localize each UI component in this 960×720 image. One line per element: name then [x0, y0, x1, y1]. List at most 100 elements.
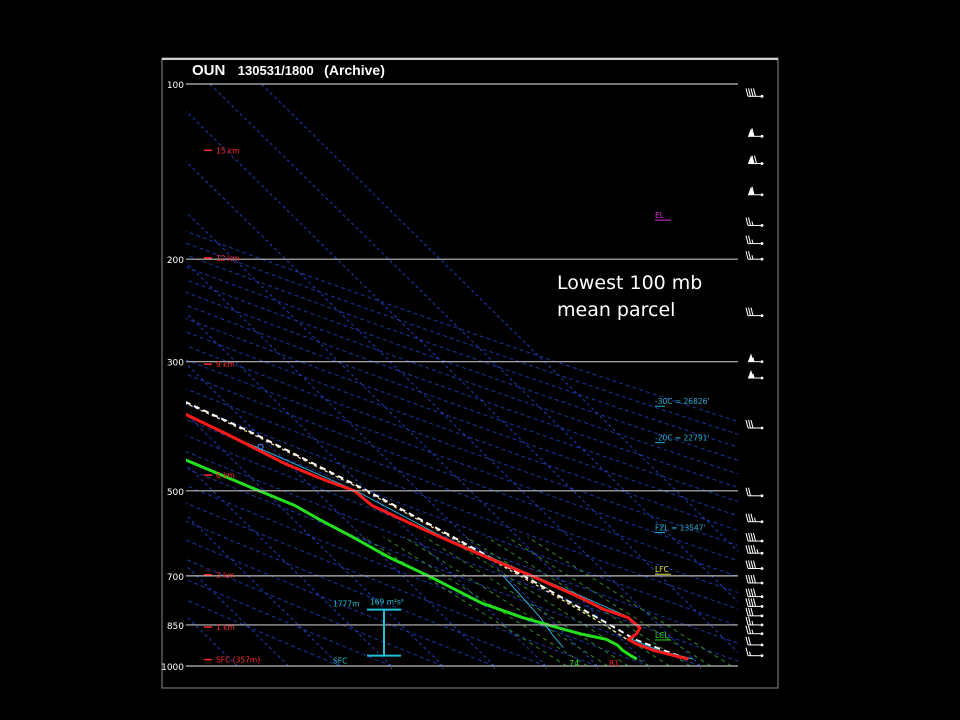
wind-barb [748, 186, 764, 197]
wind-barb-dot [760, 595, 764, 599]
wind-barb-full [745, 419, 749, 429]
wind-barb-dot [760, 360, 764, 364]
isotherm-line [186, 160, 701, 666]
wind-barb-flag [748, 186, 754, 195]
wind-barb-full [750, 560, 754, 569]
dry-adiabat [186, 279, 738, 475]
wind-barb-dot [760, 193, 764, 197]
height-mark-label: 3 km [216, 571, 235, 580]
wind-barb-dot [760, 494, 764, 498]
wind-barb-full [745, 307, 749, 316]
station-id: OUN [192, 62, 226, 79]
wind-barb-full [745, 560, 749, 569]
wind-barb-full [748, 532, 751, 542]
wind-barb [745, 251, 764, 261]
wind-barb-full [748, 616, 751, 626]
wind-barb [745, 607, 764, 618]
height-mark-label: SFC (357m) [216, 656, 260, 665]
isotherm-line [186, 211, 650, 666]
wind-barb-half [751, 221, 754, 226]
wind-barb-dot [760, 539, 764, 543]
wind-barb-dot [760, 581, 764, 585]
isotherm-line [0, 84, 186, 666]
wind-barb-dot [760, 376, 764, 380]
isotherm-line [0, 84, 31, 666]
wind-barb-dot [760, 162, 764, 165]
pressure-tick-label: 200 [167, 256, 184, 266]
wind-barb-full [750, 588, 754, 597]
wind-barb-full [753, 574, 756, 584]
wind-barb-dot [760, 134, 764, 138]
wind-barb-flag [748, 155, 754, 164]
wind-barb-full [748, 560, 751, 569]
lfc-marker [257, 443, 264, 450]
level-label-lcl: LCL [655, 631, 669, 640]
pressure-tick-label: 1000 [161, 663, 184, 673]
wind-barb-full [753, 588, 756, 597]
wind-barb-half [752, 373, 755, 379]
height-mark-label: 9 km [216, 360, 235, 369]
wind-barb [745, 560, 764, 570]
wind-barb [745, 88, 764, 98]
wind-barb-half [751, 255, 754, 260]
isotherm-line [186, 564, 289, 666]
wind-barb-half [751, 239, 754, 244]
mixing-ratio-line [527, 536, 732, 666]
wind-barb-full [748, 588, 751, 597]
wind-barb-full [748, 598, 751, 607]
wind-barb-full [750, 88, 754, 97]
chart-frame [161, 57, 779, 689]
wind-barb-dot [760, 654, 764, 658]
isotherm-line [0, 84, 134, 666]
wind-barb-dot [760, 314, 764, 318]
wind-barb-full [750, 598, 754, 607]
surface-dewpoint-label: 74 [569, 659, 579, 668]
dry-adiabat [186, 373, 738, 577]
wind-barb-full [750, 574, 754, 584]
wind-barb-flag [748, 369, 754, 378]
wind-barb-full [748, 419, 751, 429]
wind-barb-full [753, 598, 756, 607]
pressure-tick-label: 300 [167, 359, 184, 369]
wind-barb-full [748, 545, 751, 554]
wind-barb-dot [760, 242, 764, 245]
isotherm-line [209, 84, 738, 603]
annotation-line-1: Lowest 100 mb [557, 272, 703, 294]
height-mark-label: 12 km [216, 254, 240, 263]
wind-barb-dot [760, 643, 764, 647]
wind-barb-full [750, 545, 754, 554]
surface-temperature-label: 81 [609, 659, 619, 668]
wind-barb-full [745, 607, 749, 616]
height-mark-label: 1 km [216, 623, 235, 632]
dry-adiabat [186, 291, 738, 489]
series-virtual-temp-lower [502, 575, 564, 649]
isotherm-line [186, 312, 547, 666]
wind-barb-full [745, 235, 749, 244]
dry-adiabat [186, 388, 738, 594]
mixing-ratio-line [383, 536, 588, 666]
wind-barb-full [748, 574, 751, 584]
wind-barb-half [749, 651, 751, 656]
dry-adiabat [186, 230, 738, 423]
wind-barb-full [745, 598, 749, 607]
wind-barb-full [754, 155, 757, 164]
wind-barb [745, 647, 764, 658]
dry-adiabat [186, 434, 738, 644]
helicity-value-label: 169 m²s² [370, 598, 404, 607]
wind-barb-full [753, 560, 756, 569]
wind-barb-full [745, 487, 749, 496]
wind-barb-half [756, 549, 759, 554]
annotation-line-2: mean parcel [557, 299, 676, 321]
isotherm-line [186, 110, 738, 653]
level-label-el: EL [655, 211, 665, 220]
level-label-fzl: FZL = 13547' [655, 523, 706, 532]
wind-barb-full [753, 532, 756, 542]
series-temperature [186, 412, 689, 661]
wind-barb-dot [760, 567, 764, 570]
wind-barb-flag [748, 128, 754, 137]
wind-barb-half [751, 629, 754, 634]
pressure-tick-label: 700 [167, 573, 184, 583]
wind-barb-full [745, 513, 749, 522]
level-label-m30c: -30C = 26826' [655, 397, 709, 406]
